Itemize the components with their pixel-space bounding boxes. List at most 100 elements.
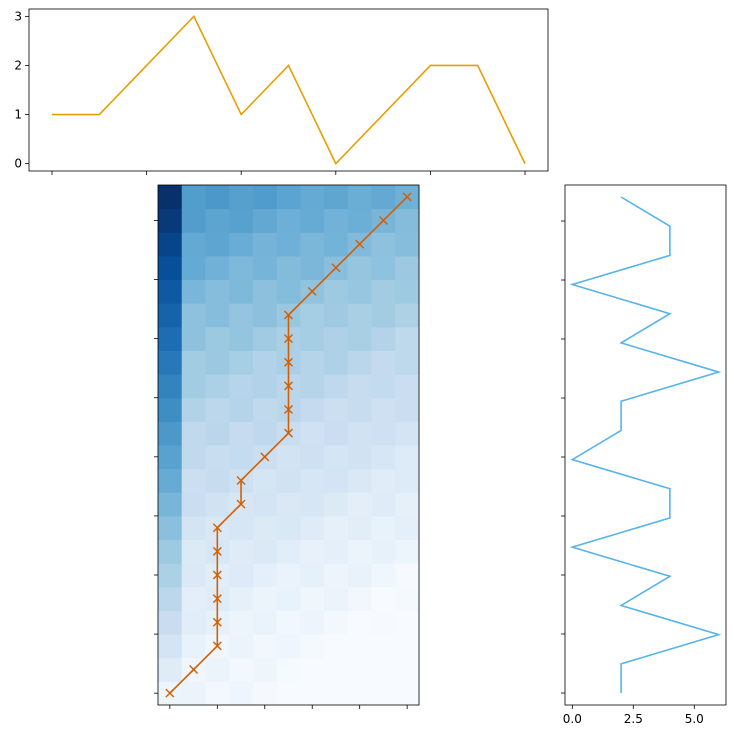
heatmap-cell	[229, 397, 254, 422]
heatmap-cell	[252, 610, 278, 635]
heatmap-cell	[324, 185, 349, 210]
heatmap-cell	[371, 657, 396, 682]
heatmap-cell	[371, 255, 396, 281]
heatmap-cell	[395, 610, 420, 635]
heatmap-cell	[229, 610, 254, 635]
heatmap-cell	[205, 445, 230, 470]
heatmap-cell	[158, 492, 183, 517]
marker-stroke	[284, 405, 293, 415]
heatmap-cell	[371, 350, 396, 375]
heatmap-cell	[205, 232, 230, 257]
heatmap-cell	[158, 397, 183, 422]
heatmap-cell	[395, 232, 420, 257]
heatmap-cell	[324, 303, 349, 328]
heatmap-path-marker	[212, 594, 222, 604]
heatmap-cell	[229, 681, 254, 706]
heatmap-cell	[300, 303, 325, 328]
heatmap-cell	[276, 279, 301, 304]
heatmap-cell	[205, 185, 230, 210]
heatmap-cell	[300, 208, 325, 233]
heatmap-cell	[276, 445, 301, 470]
heatmap-cell	[347, 515, 373, 541]
top-line-chart: 0 1 2 3	[14, 8, 549, 175]
heatmap-cell	[181, 515, 206, 541]
top-y-tick-label: 0	[14, 157, 22, 171]
marker-stroke	[355, 239, 365, 249]
heatmap-cell	[252, 421, 278, 446]
heatmap-cell	[205, 468, 230, 493]
heatmap-cell	[181, 397, 206, 422]
heatmap-cell	[276, 255, 301, 281]
right-x-tick-label: 2.5	[624, 712, 643, 726]
heatmap-cell	[324, 681, 349, 706]
heatmap-cell	[371, 445, 396, 470]
heatmap-cell	[229, 374, 254, 399]
top-y-tick-label: 1	[14, 108, 22, 122]
heatmap-cell	[324, 515, 349, 541]
heatmap-cell	[324, 232, 349, 257]
heatmap-cell	[205, 681, 230, 706]
heatmap-cell	[181, 445, 206, 470]
heatmap-cell	[395, 563, 420, 588]
heatmap-cell	[229, 185, 254, 210]
heatmap-cell	[347, 374, 373, 399]
right-axes-frame	[564, 184, 727, 706]
heatmap-cell	[371, 492, 396, 517]
heatmap-cell	[324, 208, 349, 233]
heatmap-cell	[300, 563, 325, 588]
heatmap-cell	[395, 208, 420, 233]
heatmap-path-marker	[212, 546, 222, 556]
heatmap-cell	[229, 326, 254, 351]
heatmap-cell	[158, 255, 183, 281]
heatmap-cell	[300, 657, 325, 682]
heatmap-cell	[371, 421, 396, 446]
heatmap-cell	[181, 539, 206, 564]
marker-stroke	[236, 475, 246, 485]
heatmap-cell	[395, 515, 420, 541]
heatmap-cell	[395, 492, 420, 517]
heatmap-cell	[371, 279, 396, 304]
heatmap-cell	[371, 397, 396, 422]
top-y-tick-label: 3	[14, 9, 22, 23]
heatmap-cell	[347, 539, 373, 564]
heatmap-cell	[324, 610, 349, 635]
heatmap-path-marker	[212, 641, 222, 651]
heatmap-cell	[324, 492, 349, 517]
marker-stroke	[284, 310, 293, 320]
heatmap-path-marker	[236, 475, 246, 485]
heatmap-cell	[347, 681, 373, 706]
heatmap-cell	[347, 350, 373, 375]
heatmap-cell	[252, 657, 278, 682]
heatmap-cell	[205, 326, 230, 351]
heatmap-cell	[229, 208, 254, 233]
heatmap-cell	[276, 208, 301, 233]
heatmap-cell	[347, 208, 373, 233]
heatmap-cell	[324, 279, 349, 304]
heatmap-cell	[395, 397, 420, 422]
marker-stroke	[212, 523, 222, 533]
heatmap-cell	[347, 445, 373, 470]
marker-stroke	[284, 357, 293, 367]
heatmap-path-line	[169, 196, 408, 694]
heatmap-cell	[347, 421, 373, 446]
marker-stroke	[212, 594, 222, 604]
heatmap-cell	[252, 586, 278, 611]
marker-stroke	[165, 688, 175, 698]
heatmap-cell	[395, 279, 420, 304]
heatmap-cell	[158, 421, 183, 446]
marker-stroke	[402, 192, 412, 202]
top-series-line	[52, 14, 526, 166]
heatmap-cell	[158, 303, 183, 328]
heatmap-cell	[158, 515, 183, 541]
heatmap-cell	[300, 326, 325, 351]
heatmap-cell	[252, 326, 278, 351]
heatmap-cell	[324, 397, 349, 422]
heatmap-cell	[181, 374, 206, 399]
heatmap-path-marker	[284, 381, 293, 391]
heatmap-cell	[324, 326, 349, 351]
heatmap-cell	[347, 279, 373, 304]
heatmap-cell	[229, 303, 254, 328]
heatmap-cell	[300, 586, 325, 611]
heatmap-cell	[324, 539, 349, 564]
heatmap-cell	[300, 255, 325, 281]
